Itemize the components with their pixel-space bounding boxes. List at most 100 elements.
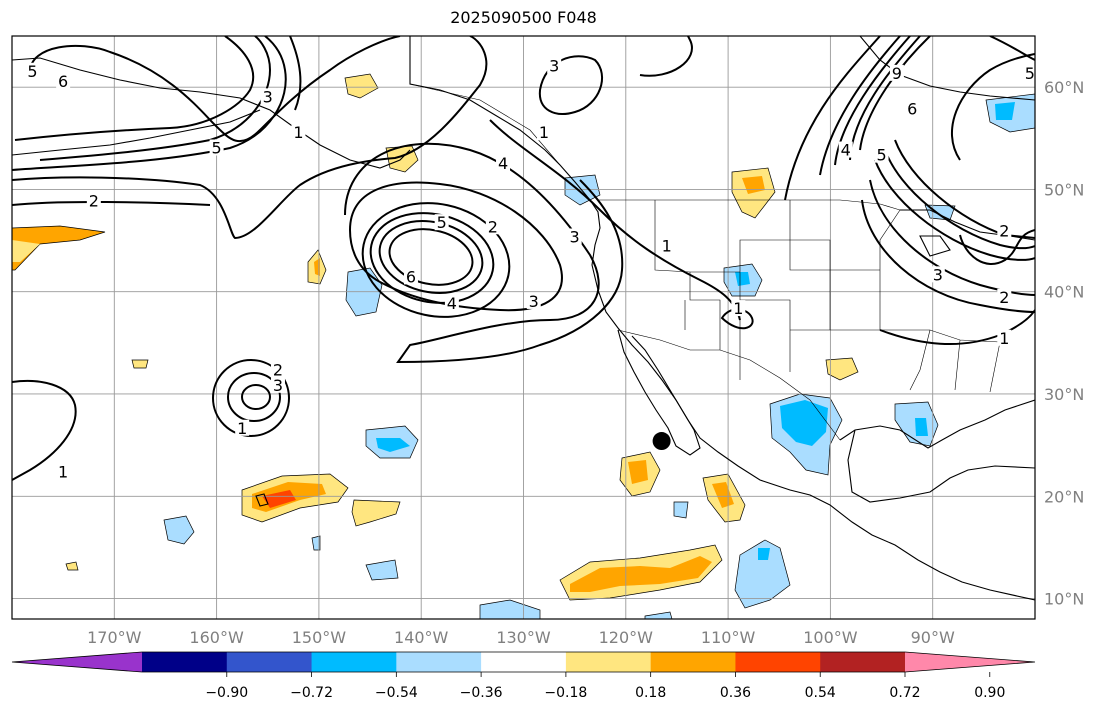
contour-label-bg xyxy=(526,292,541,309)
colorbar-label: −0.90 xyxy=(205,685,248,701)
contour-label: 2 xyxy=(999,221,1009,240)
contour-line xyxy=(289,36,302,111)
contour-label: 1 xyxy=(662,237,672,256)
contour-label-bg xyxy=(209,139,224,156)
contour-label-bg xyxy=(567,228,582,245)
contour-label-bg xyxy=(659,237,674,254)
contour-line xyxy=(12,200,211,206)
contour-label-bg xyxy=(905,100,920,117)
political-borders xyxy=(409,83,1001,441)
contour-label-bg xyxy=(485,218,500,235)
contour-label: 1 xyxy=(733,299,743,318)
anomaly-area xyxy=(628,460,648,484)
contour-label-bg xyxy=(997,222,1012,239)
contour-line xyxy=(884,149,1035,250)
anomaly-area xyxy=(731,167,776,219)
contour-label-bg xyxy=(86,192,101,209)
contour-label: 6 xyxy=(58,72,68,91)
lon-label: 150°W xyxy=(292,628,347,647)
contour-label: 3 xyxy=(529,292,539,311)
contour-label-bg xyxy=(260,88,275,105)
island-hawaii xyxy=(255,493,269,507)
contour-line xyxy=(869,179,1035,296)
contour-label-bg xyxy=(547,57,562,74)
lat-label: 40°N xyxy=(1044,283,1084,302)
map-title: 2025090500 F048 xyxy=(450,8,597,27)
contour-label-bg xyxy=(291,124,306,141)
contour-label: 2 xyxy=(89,192,99,211)
colorbar-label: −0.54 xyxy=(375,685,418,701)
contour-line xyxy=(861,199,1035,313)
lat-label: 30°N xyxy=(1044,385,1084,404)
coastline-alaska xyxy=(12,57,411,169)
contour-label-bg xyxy=(56,463,71,480)
contour-lines xyxy=(12,36,1035,481)
contour-line xyxy=(834,36,911,166)
contour-label-bg xyxy=(889,64,904,81)
lon-label: 120°W xyxy=(599,628,654,647)
anomaly-area xyxy=(995,102,1015,120)
contour-line xyxy=(720,308,754,330)
contour-label: 4 xyxy=(498,154,508,173)
lon-label: 90°W xyxy=(911,628,955,647)
lon-label: 100°W xyxy=(803,628,858,647)
contour-label: 5 xyxy=(27,62,37,81)
contour-label-bg xyxy=(997,329,1012,346)
colorbar-segment xyxy=(905,652,1035,672)
coastline-yucatan xyxy=(847,429,1035,503)
colorbar xyxy=(11,651,1036,673)
contour-line xyxy=(12,36,287,171)
longitude-labels: 170°W 160°W 150°W 140°W 130°W 120°W 110°W 100°W… xyxy=(87,628,955,647)
contour-label: 1 xyxy=(58,463,68,482)
contour-label: 2 xyxy=(999,288,1009,307)
anomaly-area xyxy=(65,561,79,571)
lon-label: 130°W xyxy=(496,628,551,647)
anomaly-area xyxy=(570,556,712,592)
contour-label-bg xyxy=(536,124,551,141)
colorbar-segment xyxy=(142,652,228,672)
anomaly-area xyxy=(734,539,791,609)
contour-label-bg xyxy=(731,300,746,317)
contour-line xyxy=(14,36,255,141)
anomaly-area xyxy=(735,272,750,286)
contour-label: 1 xyxy=(999,329,1009,348)
contour-line xyxy=(489,119,741,321)
contour-line xyxy=(12,36,488,240)
contour-line xyxy=(874,159,1035,261)
colorbar-segment xyxy=(311,652,397,672)
anomaly-area xyxy=(131,359,149,369)
contour-label: 6 xyxy=(406,267,416,286)
contour-line xyxy=(784,36,881,201)
colorbar-segment xyxy=(735,652,821,672)
contour-label-bg xyxy=(403,268,418,285)
contour-label: 2 xyxy=(273,360,283,379)
contour-line xyxy=(344,142,624,364)
contour-label-bg xyxy=(270,361,285,378)
anomaly-area xyxy=(344,73,379,99)
contour-line xyxy=(227,372,281,422)
colorbar-segment xyxy=(226,652,313,672)
contour-line xyxy=(950,53,1035,161)
lat-label: 20°N xyxy=(1044,487,1084,506)
colorbar-segment xyxy=(481,652,567,672)
colorbar-label: −0.36 xyxy=(460,685,503,701)
colorbar-label: 0.18 xyxy=(635,685,666,701)
contour-line xyxy=(348,181,563,312)
anomaly-area xyxy=(915,418,928,436)
anomaly-area xyxy=(479,599,541,619)
colorbar-labels: −0.90 −0.72 −0.54 −0.36 −0.18 0.18 0.36 0.54 0.7… xyxy=(205,672,1005,701)
contour-line xyxy=(361,202,511,318)
anomaly-area xyxy=(825,357,859,381)
anomaly-area xyxy=(644,611,673,619)
coastline-aleutians xyxy=(12,109,261,156)
contour-line xyxy=(639,36,693,77)
colorbar-label: 0.54 xyxy=(805,685,836,701)
contour-line xyxy=(879,309,1035,346)
contour-label: 3 xyxy=(273,376,283,395)
colorbar-outline xyxy=(11,651,1036,673)
contour-label: 1 xyxy=(293,123,303,142)
contour-label: 5 xyxy=(437,213,447,232)
lon-label: 140°W xyxy=(394,628,449,647)
